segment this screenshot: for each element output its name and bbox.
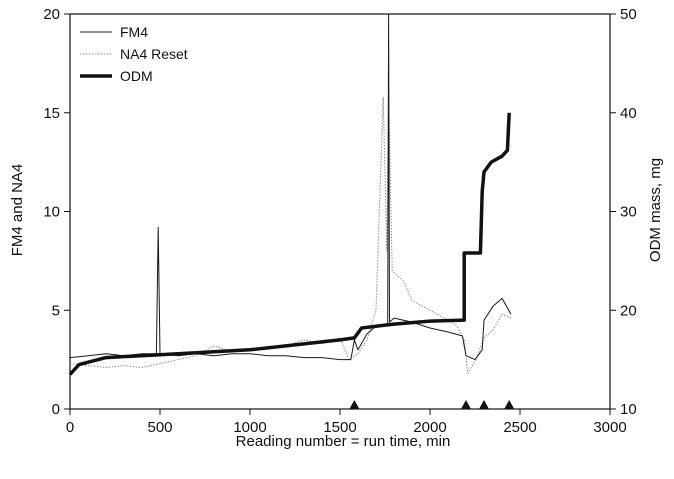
- y-left-tick-label: 15: [43, 105, 60, 122]
- y-left-tick-label: 20: [43, 6, 60, 23]
- y-axis-left-label: FM4 and NA4: [9, 164, 26, 257]
- series-line-fm4: [69, 13, 512, 361]
- triangle-marker: [349, 400, 360, 409]
- y-right-tick-label: 20: [620, 302, 637, 319]
- x-tick-label: 3000: [593, 419, 626, 436]
- y-left-tick-label: 10: [43, 204, 60, 221]
- series-line-odm: [68, 112, 511, 376]
- y-right-tick-label: 40: [620, 105, 637, 122]
- triangle-marker: [461, 400, 471, 409]
- series-line-na4-reset: [69, 92, 512, 374]
- y-left-tick-label: 5: [52, 302, 60, 319]
- legend-label-fm4: FM4: [120, 24, 148, 40]
- legend-label-odm: ODM: [120, 68, 153, 84]
- triangle-marker: [504, 400, 515, 409]
- y-right-tick-label: 50: [620, 6, 637, 23]
- markers-layer: [349, 400, 515, 409]
- x-tick-label: 500: [147, 419, 172, 436]
- x-tick-label: 2000: [413, 419, 446, 436]
- y-right-tick-label: 30: [620, 204, 637, 221]
- x-tick-label: 1500: [323, 419, 356, 436]
- triangle-marker: [479, 400, 489, 409]
- x-axis-label: Reading number = run time, min: [236, 433, 451, 450]
- x-tick-label: 1000: [233, 419, 266, 436]
- y-left-tick-label: 0: [52, 401, 60, 418]
- x-tick-label: 2500: [503, 419, 536, 436]
- series-layer: [68, 13, 512, 376]
- legend: FM4 NA4 Reset ODM: [80, 24, 188, 84]
- ticks-layer: 0 500 1000 1500 2000 2500 3000 0 5 10 15 20 10 20 30 40…: [43, 6, 636, 436]
- y-right-tick-label: 10: [620, 401, 637, 418]
- x-tick-label: 0: [66, 419, 74, 436]
- legend-label-na4-reset: NA4 Reset: [120, 46, 188, 62]
- y-axis-right-label: ODM mass, mg: [647, 158, 664, 262]
